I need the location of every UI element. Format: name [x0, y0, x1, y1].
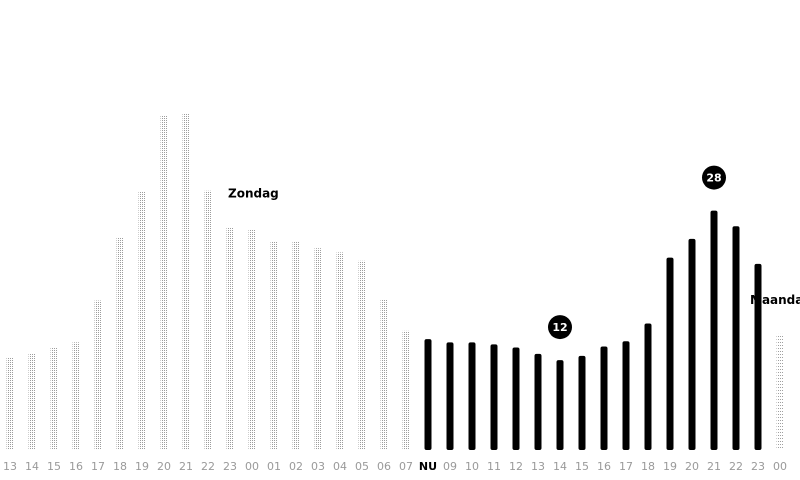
bar-8 [182, 113, 190, 450]
bar-15 [336, 252, 344, 450]
bar-26 [578, 355, 586, 450]
tick-label: 22 [201, 460, 215, 473]
tick-label: 19 [135, 460, 149, 473]
tick-label: 13 [3, 460, 17, 473]
bars-group [6, 113, 784, 451]
day-label-monday: Maandag [750, 293, 800, 307]
tick-label-now: NU [419, 460, 437, 473]
tick-label: 18 [641, 460, 655, 473]
bar-9 [204, 190, 212, 450]
tick-label: 21 [179, 460, 193, 473]
tick-label: 10 [465, 460, 479, 473]
bar-20 [446, 342, 454, 450]
bar-0 [6, 358, 14, 450]
tick-label: 17 [619, 460, 633, 473]
bar-16 [358, 260, 366, 450]
bar-17 [380, 299, 388, 450]
bar-6 [138, 191, 146, 451]
tick-label: 00 [773, 460, 787, 473]
bar-27 [600, 346, 608, 450]
tick-label: 20 [157, 460, 171, 473]
tick-label: 11 [487, 460, 501, 473]
tick-label: 14 [553, 460, 567, 473]
bar-25 [556, 360, 564, 450]
tick-label: 00 [245, 460, 259, 473]
bar-33 [732, 226, 740, 450]
tick-label: 06 [377, 460, 391, 473]
bar-35 [776, 333, 784, 450]
tick-label: 01 [267, 460, 281, 473]
bar-18 [402, 330, 410, 450]
tick-label: 14 [25, 460, 39, 473]
day-label-sunday: Zondag [228, 186, 279, 200]
tick-label: 04 [333, 460, 347, 473]
tick-label: 22 [729, 460, 743, 473]
tick-label: 12 [509, 460, 523, 473]
bar-1 [28, 353, 36, 450]
bar-28 [622, 341, 630, 450]
tick-label: 02 [289, 460, 303, 473]
tick-label: 05 [355, 460, 369, 473]
value-badge [702, 165, 726, 190]
tick-label: 16 [597, 460, 611, 473]
value-badge [548, 315, 572, 340]
bar-34 [754, 263, 762, 450]
bar-5 [116, 237, 124, 450]
tick-label: 15 [47, 460, 61, 473]
tick-label: 18 [113, 460, 127, 473]
x-axis-ticks: 13 14 15 16 17 18 19 20 21 22 23 00 01 02 03 04 05 06 07 NU… [3, 460, 787, 473]
value-badge-label: 28 [706, 172, 721, 185]
tick-label: 07 [399, 460, 413, 473]
tick-label: 19 [663, 460, 677, 473]
bar-29 [644, 323, 652, 450]
bar-12 [270, 241, 278, 450]
tick-label: 03 [311, 460, 325, 473]
tick-label: 21 [707, 460, 721, 473]
tick-label: 09 [443, 460, 457, 473]
tick-label: 16 [69, 460, 83, 473]
bar-3 [72, 342, 80, 450]
tick-label: 23 [751, 460, 765, 473]
bar-19 [424, 339, 432, 450]
tick-label: 13 [531, 460, 545, 473]
tick-label: 17 [91, 460, 105, 473]
bar-31 [688, 238, 696, 450]
annotations-group: Zondag Maandag 12 28 [228, 165, 800, 340]
bar-30 [666, 257, 674, 450]
value-badge-label: 12 [552, 321, 567, 334]
bar-14 [314, 248, 322, 450]
bar-2 [50, 347, 58, 450]
tick-label: 23 [223, 460, 237, 473]
bar-21 [468, 342, 476, 450]
bar-23 [512, 347, 520, 450]
bar-7 [160, 115, 168, 451]
bar-10 [226, 227, 234, 450]
bar-22 [490, 344, 498, 450]
bar-32 [710, 210, 718, 450]
bar-13 [292, 241, 300, 450]
bar-4 [94, 300, 102, 450]
tick-label: 20 [685, 460, 699, 473]
tick-label: 15 [575, 460, 589, 473]
bar-11 [248, 229, 256, 450]
bar-24 [534, 353, 542, 450]
